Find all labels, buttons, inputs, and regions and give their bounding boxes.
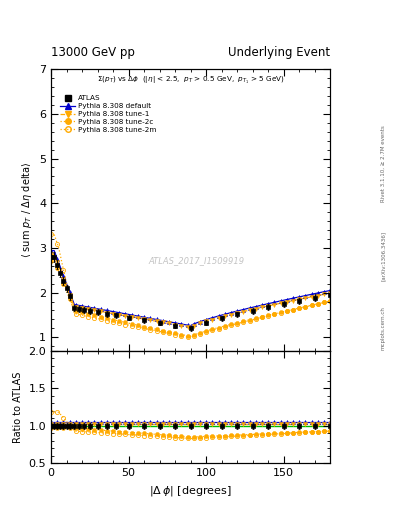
Legend: ATLAS, Pythia 8.308 default, Pythia 8.308 tune-1, Pythia 8.308 tune-2c, Pythia 8: ATLAS, Pythia 8.308 default, Pythia 8.30… [57,93,159,136]
Y-axis label: $\langle$ sum $p_T$ / $\Delta\eta$ delta$\rangle$: $\langle$ sum $p_T$ / $\Delta\eta$ delta… [20,162,33,258]
X-axis label: $|\Delta\,\phi|$ [degrees]: $|\Delta\,\phi|$ [degrees] [149,484,232,498]
Text: mcplots.cern.ch: mcplots.cern.ch [381,306,386,350]
Text: ATLAS_2017_I1509919: ATLAS_2017_I1509919 [148,256,244,265]
Y-axis label: Ratio to ATLAS: Ratio to ATLAS [13,371,23,443]
Text: [arXiv:1306.3436]: [arXiv:1306.3436] [381,231,386,281]
Text: Rivet 3.1.10, ≥ 2.7M events: Rivet 3.1.10, ≥ 2.7M events [381,125,386,202]
Text: 13000 GeV pp: 13000 GeV pp [51,46,135,59]
Text: $\Sigma(p_T)$ vs $\Delta\phi$  ($|\eta|$ < 2.5,  $p_T$ > 0.5 GeV,  $p_{T_1}$ > 5: $\Sigma(p_T)$ vs $\Delta\phi$ ($|\eta|$ … [97,75,285,86]
Text: Underlying Event: Underlying Event [228,46,330,59]
